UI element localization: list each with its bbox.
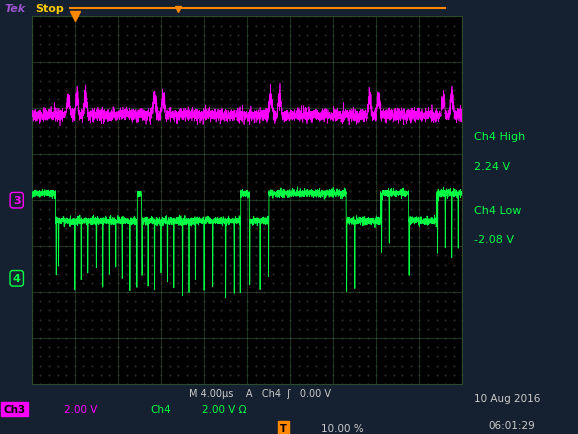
Text: Ch4 Low: Ch4 Low xyxy=(475,205,522,215)
Text: Ch4: Ch4 xyxy=(150,404,171,414)
Text: 10.00 %: 10.00 % xyxy=(321,423,364,433)
Text: 06:01:29: 06:01:29 xyxy=(488,420,535,430)
Text: M 4.00μs    A   Ch4  ʃ   0.00 V: M 4.00μs A Ch4 ʃ 0.00 V xyxy=(189,388,331,398)
Text: 2.00 V: 2.00 V xyxy=(64,404,97,414)
Text: 3: 3 xyxy=(13,196,21,206)
Text: 4: 4 xyxy=(13,274,21,284)
Text: T: T xyxy=(280,423,287,433)
Text: Ch4 High: Ch4 High xyxy=(475,132,525,142)
Text: 10 Aug 2016: 10 Aug 2016 xyxy=(474,393,540,403)
Text: Ch3: Ch3 xyxy=(3,404,25,414)
Text: 2.24 V: 2.24 V xyxy=(475,161,510,171)
Text: ◄: ◄ xyxy=(0,433,1,434)
Text: 2.00 V Ω: 2.00 V Ω xyxy=(202,404,247,414)
Text: Tek: Tek xyxy=(5,4,26,13)
Text: Stop: Stop xyxy=(35,4,64,13)
Text: -2.08 V: -2.08 V xyxy=(475,235,514,245)
